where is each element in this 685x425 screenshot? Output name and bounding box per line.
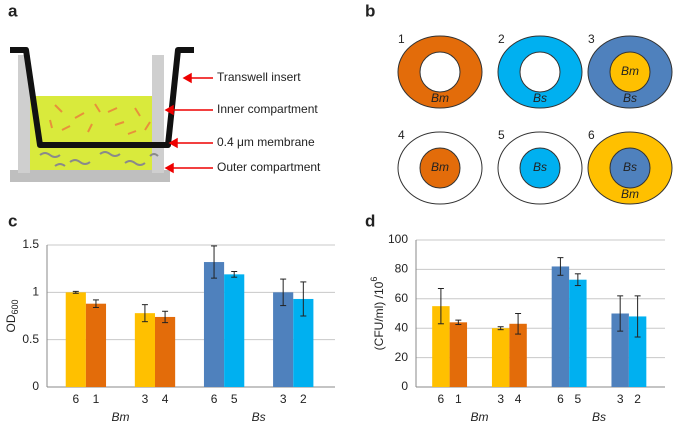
error-bar	[280, 278, 287, 307]
panel-label: d	[365, 211, 375, 230]
error-bar	[455, 319, 462, 326]
group-label: Bs	[592, 410, 606, 424]
x-tick-label: 1	[93, 392, 100, 406]
bar	[155, 316, 176, 387]
x-tick-label: 4	[162, 392, 169, 406]
x-tick-label: 4	[515, 392, 522, 406]
error-bar	[574, 273, 581, 287]
well-inner	[519, 51, 561, 93]
error-bar	[515, 313, 522, 335]
y-tick-label: 60	[395, 291, 409, 305]
x-tick-label: 6	[72, 392, 79, 406]
y-axis-label: OD600	[4, 299, 20, 332]
transwell-diagram	[10, 47, 213, 182]
y-tick-label: 20	[395, 350, 409, 364]
x-tick-label: 3	[497, 392, 504, 406]
error-bar	[300, 281, 307, 317]
bar	[65, 292, 86, 387]
panel-label: b	[365, 1, 375, 20]
well-number: 3	[588, 32, 595, 46]
well-inner	[419, 147, 461, 189]
y-tick-label: 0	[32, 379, 39, 393]
y-axis-label-text: OD	[4, 314, 18, 332]
well-number: 1	[398, 32, 405, 46]
bar	[85, 303, 107, 387]
well-outer-label: Bm	[431, 91, 449, 105]
x-tick-label: 2	[300, 392, 307, 406]
panel-label: a	[8, 1, 18, 20]
x-tick-label: 6	[557, 392, 564, 406]
error-bar	[72, 290, 79, 294]
callout-label: Transwell insert	[217, 70, 301, 84]
bar	[134, 313, 155, 387]
bar	[551, 266, 570, 387]
y-tick-label: 40	[395, 320, 409, 334]
well-inner	[609, 147, 651, 189]
callout-label: Inner compartment	[217, 102, 318, 116]
bar	[628, 316, 647, 387]
x-tick-label: 3	[142, 392, 149, 406]
error-bar	[617, 295, 624, 332]
x-tick-label: 5	[575, 392, 582, 406]
well-number: 2	[498, 32, 505, 46]
error-bar	[437, 288, 444, 325]
group-label: Bm	[111, 410, 129, 424]
well-number: 4	[398, 128, 405, 142]
well-outer-label: Bs	[623, 91, 637, 105]
x-tick-label: 6	[211, 392, 218, 406]
error-bar	[557, 257, 564, 276]
y-axis-label-text: (CFU/ml) /10	[372, 281, 386, 350]
well-inner	[609, 51, 651, 93]
panel-label: c	[8, 211, 17, 230]
error-bar	[231, 271, 238, 278]
well-outer-label: Bs	[533, 91, 547, 105]
well-inner-label: Bs	[623, 160, 637, 174]
callout-label: 0.4 μm membrane	[217, 135, 315, 149]
bar	[509, 323, 527, 387]
well-inner	[519, 147, 561, 189]
x-tick-label: 1	[455, 392, 462, 406]
bar	[293, 298, 314, 387]
x-tick-label: 2	[634, 392, 641, 406]
well-outer-label: Bm	[621, 187, 639, 201]
group-label: Bm	[470, 410, 488, 424]
y-tick-label: 1.5	[22, 237, 39, 251]
well-number: 5	[498, 128, 505, 142]
well-number: 6	[588, 128, 595, 142]
error-bar	[92, 299, 99, 308]
error-bar	[497, 326, 504, 331]
bar	[491, 328, 510, 387]
bar	[273, 292, 294, 387]
y-tick-label: 0.5	[22, 332, 39, 346]
well-inner-label: Bm	[431, 160, 449, 174]
y-tick-label: 0	[401, 379, 408, 393]
callout-label: Outer compartment	[217, 160, 321, 174]
error-bar	[634, 295, 641, 338]
y-axis-label-sup: 6	[369, 277, 379, 282]
x-tick-label: 6	[438, 392, 445, 406]
bar	[203, 262, 225, 387]
error-bar	[141, 304, 148, 323]
bar	[569, 279, 587, 387]
well-inner-label: Bm	[621, 64, 639, 78]
x-tick-label: 3	[280, 392, 287, 406]
bar	[224, 274, 245, 387]
error-bar	[211, 245, 218, 279]
bar	[611, 313, 629, 387]
y-tick-label: 1	[32, 285, 39, 299]
y-tick-label: 80	[395, 262, 409, 276]
bar	[432, 306, 450, 387]
y-tick-label: 100	[388, 232, 408, 246]
group-label: Bs	[252, 410, 266, 424]
error-bar	[162, 310, 169, 324]
well-inner	[419, 51, 461, 93]
y-axis-label-sub: 600	[10, 299, 20, 314]
y-axis-label: (CFU/ml) /106	[369, 277, 386, 351]
well-inner-label: Bs	[533, 160, 547, 174]
x-tick-label: 3	[617, 392, 624, 406]
x-tick-label: 5	[231, 392, 238, 406]
bar	[449, 322, 468, 387]
